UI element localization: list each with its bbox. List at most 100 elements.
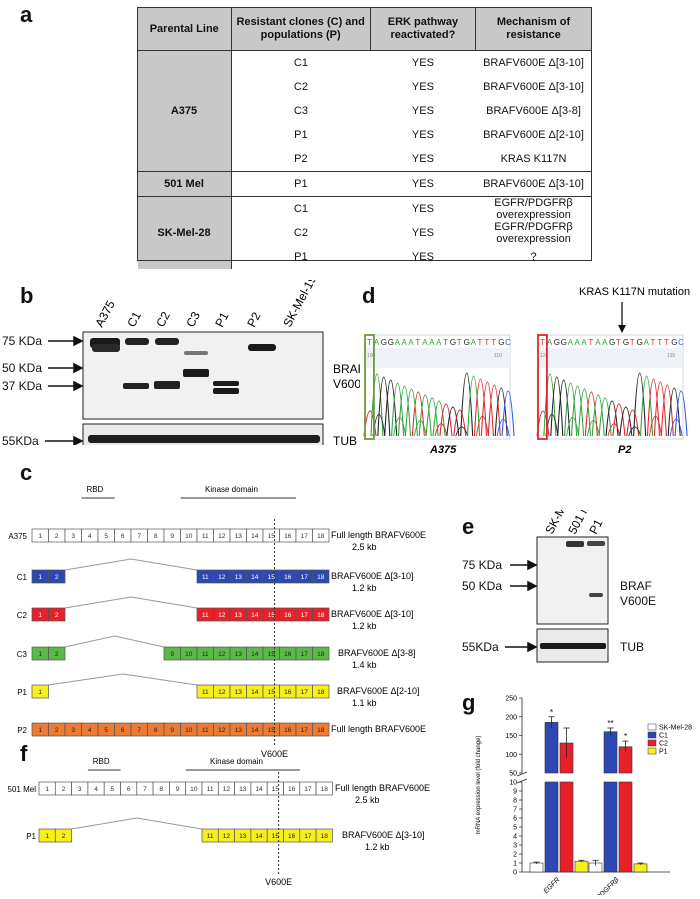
panel-label-d: d: [362, 283, 376, 308]
exon-number: 4: [94, 786, 98, 793]
exon-row-name: P1: [17, 688, 27, 697]
blot-e-lane-label: P1: [586, 517, 605, 537]
y-tick-label: 250: [505, 696, 517, 703]
clone-cell: P1: [231, 171, 371, 197]
exon-number: 5: [104, 533, 108, 540]
exon-number: 14: [251, 651, 259, 658]
mech-cell: BRAFV600E Δ[3-10]: [483, 81, 584, 93]
parental-line-cell: 501 Mel: [137, 171, 232, 197]
axis-break-mark: [516, 771, 528, 784]
table-row: P1 YES BRAFV600E Δ[2-10]: [138, 123, 592, 147]
y-tick-label: 50: [509, 771, 517, 778]
chrom-base: A: [395, 338, 401, 347]
exon-number: 18: [317, 574, 325, 581]
chrom-peak: [397, 385, 412, 437]
exon-number: 6: [121, 533, 125, 540]
blot-b-lane-label: C3: [183, 309, 203, 329]
chrom-base: G: [637, 338, 643, 347]
exon-number: 13: [235, 727, 243, 734]
clone-cell: P2: [294, 153, 308, 165]
chrom-peak: [628, 426, 642, 437]
erk-cell: YES: [411, 105, 434, 117]
header-erk-reactivated: ERK pathway reactivated?: [369, 7, 477, 51]
chrom-base: A: [644, 338, 650, 347]
exon-number: 1: [38, 727, 42, 734]
exon-number: 11: [202, 612, 209, 619]
exon-box: [315, 828, 333, 843]
exon-number: 1: [38, 533, 42, 540]
significance-mark: **: [607, 719, 613, 728]
exon-row-size: 1.4 kb: [352, 660, 377, 670]
clone-cell: C2: [293, 227, 308, 239]
exon-number: 2: [55, 612, 59, 619]
category-label: PDGFRβ: [595, 876, 620, 895]
bar: [574, 860, 589, 873]
exon-row-size: 1.2 kb: [352, 583, 377, 593]
exon-number: 2: [55, 651, 59, 658]
chrom-peak: [439, 403, 453, 437]
chrom-peak: [487, 384, 501, 437]
chrom-base: A: [436, 338, 442, 347]
chrom-base: G: [623, 338, 629, 347]
exon-row-label: Full length BRAFV600E: [331, 530, 426, 540]
chrom-peak: [570, 385, 585, 437]
chrom-right-label: P2: [618, 444, 631, 456]
exon-number: 2: [62, 833, 66, 840]
exon-number: 11: [202, 689, 209, 696]
bar-chart-g: mRNA expression level (fold change) 50100…: [476, 696, 692, 896]
bar: [544, 781, 559, 873]
exon-number: 6: [121, 727, 125, 734]
y-tick-label: 5: [513, 825, 517, 832]
exon-number: 11: [207, 833, 214, 840]
legend-label: SK-Mel-28: [659, 725, 692, 732]
chrom-base: T: [367, 338, 372, 347]
significance-mark: *: [624, 732, 627, 741]
exon-row-label: BRAFV600E Δ[3-10]: [331, 571, 414, 581]
chrom-peak: [473, 378, 488, 437]
chrom-base: T: [415, 338, 420, 347]
exon-number: 15: [268, 612, 276, 619]
panel-label-f: f: [20, 741, 28, 766]
exon-number: 15: [268, 574, 276, 581]
chrom-base: T: [588, 338, 593, 347]
exon-number: 18: [317, 612, 325, 619]
panel-label-b: b: [20, 283, 34, 308]
exon-box: [54, 828, 72, 843]
exon-number: 13: [239, 833, 247, 840]
exon-box: [312, 646, 330, 661]
exon-number: 2: [62, 786, 66, 793]
e-marker-75: 75 KDa: [462, 558, 502, 572]
exon-row-size: 1.1 kb: [352, 698, 377, 708]
mech-cell: KRAS K117N: [500, 153, 567, 165]
chrom-peak: [605, 400, 619, 437]
mech-cell: BRAFV600E Δ[3-10]: [483, 57, 584, 69]
bar: [544, 722, 559, 774]
blot-e-target-label-1: BRAF: [620, 579, 652, 593]
exon-number: 9: [170, 651, 174, 658]
exon-number: 15: [272, 786, 280, 793]
exon-number: 17: [301, 574, 309, 581]
y-tick-label: 10: [509, 780, 517, 787]
erk-cell: YES: [411, 57, 434, 69]
chrom-base: T: [457, 338, 462, 347]
chrom-base: A: [602, 338, 608, 347]
chrom-base: T: [477, 338, 482, 347]
chrom-base: G: [561, 338, 567, 347]
exon-number: 15: [268, 533, 276, 540]
chrom-peak: [646, 378, 661, 437]
exon-number: 15: [272, 833, 280, 840]
chrom-base: T: [443, 338, 448, 347]
blot-e-target-membrane: [536, 536, 609, 625]
exon-number: 11: [202, 651, 209, 658]
exon-number: 12: [218, 612, 226, 619]
exon-number: 18: [317, 651, 325, 658]
exon-number: 12: [218, 533, 226, 540]
exon-number: 1: [38, 574, 42, 581]
bar: [603, 731, 618, 774]
exon-number: 15: [268, 727, 276, 734]
exon-number: 11: [202, 727, 209, 734]
exon-box: [312, 684, 330, 699]
chrom-peak: [612, 403, 626, 437]
exon-number: 2: [55, 574, 59, 581]
chrom-peak: [455, 426, 469, 437]
